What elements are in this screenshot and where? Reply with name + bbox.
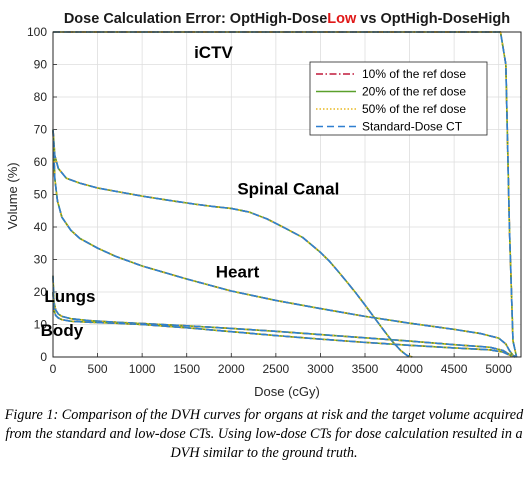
figure-caption: Figure 1: Comparison of the DVH curves f…: [4, 407, 524, 461]
dvh-curve-spinal-canal: [52, 129, 413, 358]
y-axis-label: Volume (%): [5, 162, 20, 229]
y-tick-label: 40: [34, 220, 48, 234]
x-tick-label: 500: [88, 362, 108, 376]
legend-label: 10% of the ref dose: [362, 67, 466, 81]
annotation-label: iCTV: [194, 43, 233, 62]
dvh-curve-lungs: [52, 275, 516, 358]
annotation-label: Lungs: [44, 287, 95, 306]
legend: 10% of the ref dose 20% of the ref dose 50…: [309, 61, 488, 136]
x-tick-label: 3500: [352, 362, 379, 376]
y-axis-ticks: 0 10 20 30 40 50 60 70 80 90 100: [27, 25, 57, 364]
x-tick-label: 5000: [485, 362, 512, 376]
legend-label: Standard-Dose CT: [362, 120, 463, 134]
y-tick-label: 10: [34, 318, 48, 332]
x-tick-label: 2500: [263, 362, 290, 376]
y-tick-label: 60: [34, 155, 48, 169]
legend-label: 20% of the ref dose: [362, 85, 466, 99]
y-tick-label: 30: [34, 253, 48, 267]
plot-area-frame: [52, 31, 522, 358]
dvh-curve-lungs: [52, 275, 516, 358]
dvh-chart: Dose Calculation Error: OptHigh-DoseLow …: [5, 11, 522, 399]
y-tick-label: 100: [27, 25, 47, 39]
legend-label: 50% of the ref dose: [362, 102, 466, 116]
y-tick-label: 70: [34, 123, 48, 137]
chart-title-suffix: vs OptHigh-DoseHigh: [356, 11, 510, 27]
annotation-label: Spinal Canal: [237, 180, 339, 199]
dvh-curve-body: [52, 291, 516, 358]
x-tick-label: 4500: [441, 362, 468, 376]
x-tick-label: 1500: [173, 362, 200, 376]
dvh-curve-heart: [52, 129, 517, 358]
chart-title: Dose Calculation Error: OptHigh-DoseLow …: [64, 11, 510, 27]
y-tick-label: 80: [34, 90, 48, 104]
y-tick-label: 50: [34, 188, 48, 202]
x-tick-label: 2000: [218, 362, 245, 376]
chart-title-prefix: Dose Calculation Error: OptHigh-Dose: [64, 11, 327, 27]
dvh-curve-lungs: [52, 275, 516, 358]
y-tick-label: 90: [34, 58, 48, 72]
x-tick-label: 4000: [396, 362, 423, 376]
chart-title-highlight: Low: [327, 11, 357, 27]
x-tick-label: 1000: [129, 362, 156, 376]
x-tick-label: 0: [50, 362, 57, 376]
dvh-curve-lungs: [52, 275, 516, 358]
organ-annotations: iCTV Spinal Canal Heart Lungs Body: [41, 43, 340, 340]
annotation-label: Body: [41, 321, 84, 340]
x-axis-label: Dose (cGy): [254, 384, 320, 399]
y-tick-label: 0: [40, 350, 47, 364]
x-axis-ticks: 0 500 1000 1500 2000 2500 3000 3500 4000 4500 5000: [50, 353, 512, 376]
annotation-label: Heart: [216, 262, 260, 281]
x-tick-label: 3000: [307, 362, 334, 376]
y-tick-label: 20: [34, 285, 48, 299]
